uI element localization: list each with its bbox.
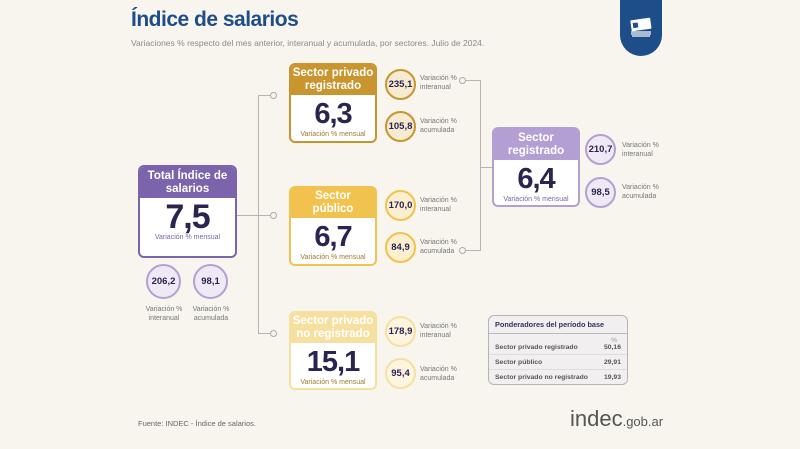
publico-title: Sector público — [291, 188, 375, 218]
no-registrado-value: 15,1 — [306, 346, 360, 378]
connector — [258, 95, 259, 334]
registrado-sub: Variación % mensual — [503, 196, 569, 203]
privado-registrado-interanual: 235,1 — [385, 69, 416, 100]
registrado-card: Sector registrado 6,4 Variación % mensua… — [492, 127, 580, 207]
total-acumulada-label: Variación % acumulada — [192, 306, 230, 322]
row-value: 50,16 — [603, 344, 621, 351]
money-icon — [620, 0, 662, 56]
registrado-value: 6,4 — [517, 163, 555, 195]
total-interanual: 206,2 — [146, 264, 181, 299]
total-acumulada: 98,1 — [193, 264, 228, 299]
page-title: Índice de salarios — [131, 8, 299, 31]
no-registrado-acumulada-label: Variación % acumulada — [420, 366, 457, 382]
no-registrado-interanual: 178,9 — [385, 316, 416, 347]
registrado-interanual: 210,7 — [585, 134, 616, 165]
connector — [237, 215, 258, 216]
logo-main: indec — [570, 406, 623, 431]
privado-registrado-acumulada: 105,8 — [385, 111, 416, 142]
row-label: Sector público — [495, 359, 543, 366]
total-interanual-label: Variación % interanual — [145, 306, 183, 322]
connector — [258, 95, 273, 96]
ponderadores-table: Ponderadores del período base % Sector p… — [488, 315, 628, 385]
publico-interanual-label: Variación % interanual — [420, 197, 457, 213]
publico-card: Sector público 6,7 Variación % mensual — [289, 186, 377, 266]
publico-interanual: 170,0 — [385, 190, 416, 221]
total-title: Total Índice de salarios — [140, 167, 235, 198]
privado-registrado-card: Sector privado registrado 6,3 Variación … — [289, 63, 377, 143]
privado-registrado-value: 6,3 — [314, 98, 352, 130]
connector-dot — [459, 77, 466, 84]
row-label: Sector privado no registrado — [495, 374, 588, 381]
connector — [480, 80, 481, 251]
connector — [480, 167, 492, 168]
table-unit: % — [610, 337, 617, 344]
no-registrado-sub: Variación % mensual — [300, 379, 366, 386]
total-sub: Variación % mensual — [154, 234, 221, 241]
no-registrado-card: Sector privado no registrado 15,1 Variac… — [289, 311, 377, 390]
connector — [258, 333, 273, 334]
no-registrado-interanual-label: Variación % interanual — [420, 323, 457, 339]
table-row: Sector público 29,91 — [489, 355, 627, 370]
connector — [466, 250, 481, 251]
privado-registrado-acumulada-label: Variación % acumulada — [420, 118, 457, 134]
row-value: 19,93 — [603, 374, 621, 381]
privado-registrado-interanual-label: Variación % interanual — [420, 75, 457, 91]
connector-dot — [270, 330, 277, 337]
publico-sub: Variación % mensual — [300, 254, 366, 261]
publico-acumulada-label: Variación % acumulada — [420, 239, 457, 255]
logo-suffix: .gob.ar — [622, 414, 664, 429]
connector-dot — [459, 247, 466, 254]
indec-logo: indec.gob.ar — [570, 406, 663, 432]
publico-acumulada: 84,9 — [385, 232, 416, 263]
registrado-interanual-label: Variación % interanual — [622, 142, 659, 158]
connector — [466, 80, 481, 81]
table-row: Sector privado no registrado 19,93 — [489, 370, 627, 384]
row-value: 29,91 — [603, 359, 621, 366]
source-note: Fuente: INDEC - Índice de salarios. — [138, 419, 256, 428]
registrado-title: Sector registrado — [494, 129, 578, 160]
connector-dot — [270, 212, 277, 219]
privado-registrado-title: Sector privado registrado — [291, 65, 375, 95]
connector-dot — [270, 92, 277, 99]
publico-value: 6,7 — [314, 221, 352, 253]
registrado-acumulada: 98,5 — [585, 177, 616, 208]
row-label: Sector privado registrado — [495, 344, 578, 351]
table-row: Sector privado registrado 50,16 — [489, 344, 627, 355]
no-registrado-acumulada: 95,4 — [385, 358, 416, 389]
connector — [258, 215, 273, 216]
registrado-acumulada-label: Variación % acumulada — [622, 184, 659, 200]
privado-registrado-sub: Variación % mensual — [300, 131, 366, 138]
page-subtitle: Variaciones % respecto del mes anterior,… — [131, 38, 485, 48]
table-title: Ponderadores del período base — [489, 316, 627, 334]
total-value: 7,5 — [165, 198, 210, 236]
no-registrado-title: Sector privado no registrado — [291, 313, 375, 343]
total-card: Total Índice de salarios 7,5 Variación %… — [138, 165, 237, 258]
